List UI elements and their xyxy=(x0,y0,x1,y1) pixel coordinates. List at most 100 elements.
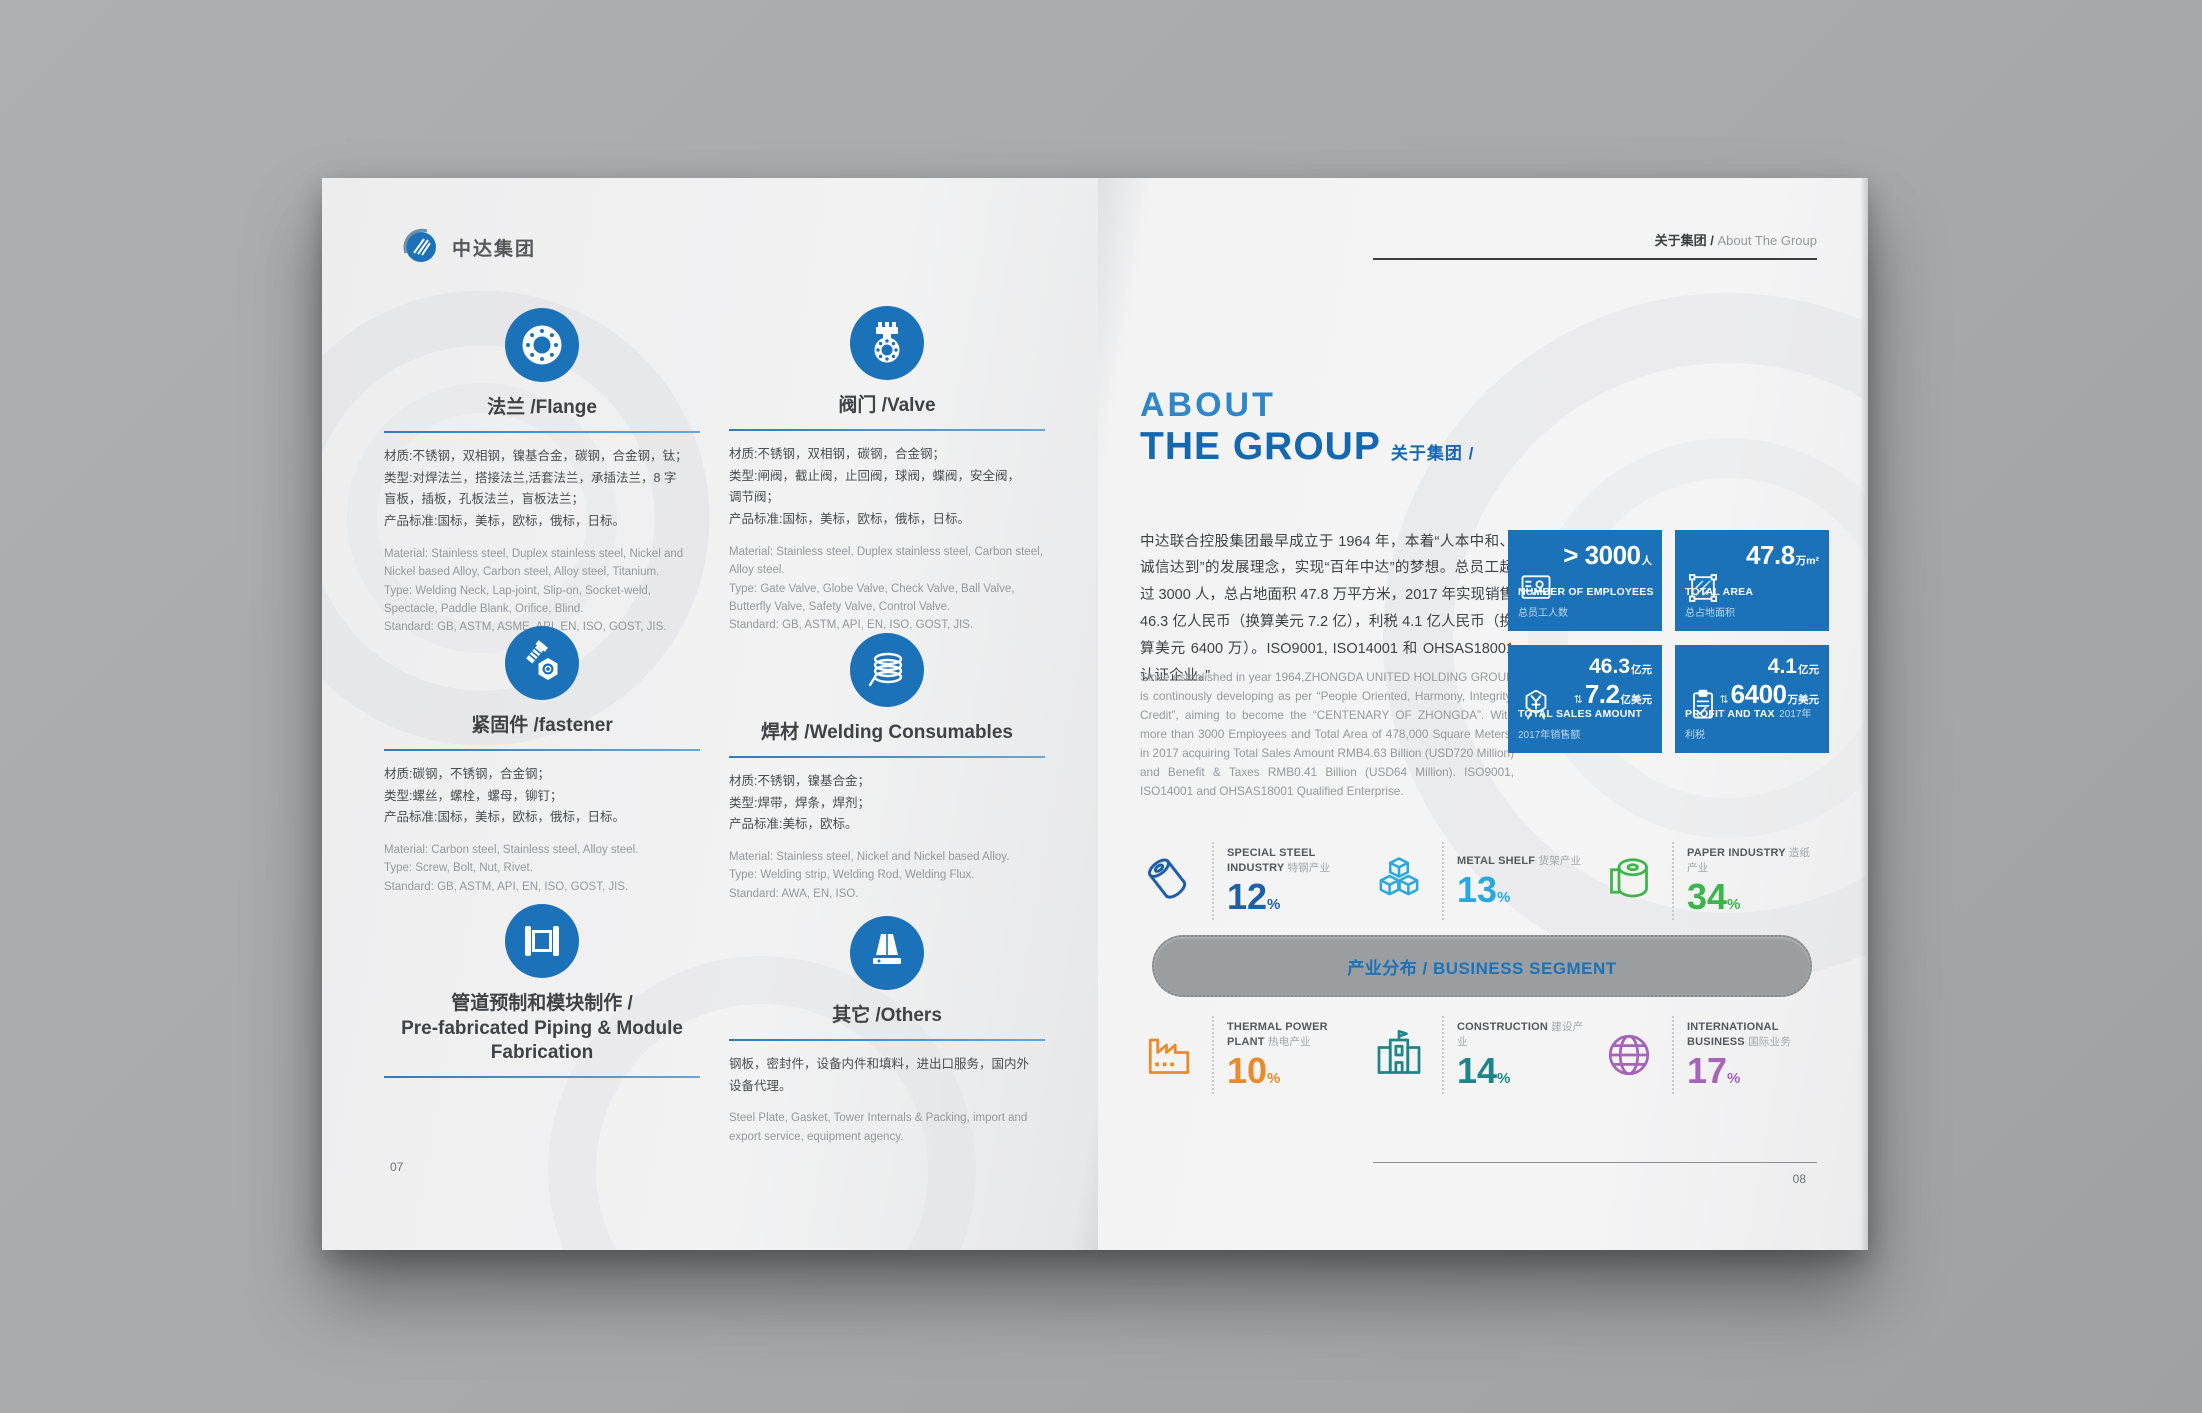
segment-name-en: CONSTRUCTION xyxy=(1457,1021,1549,1034)
segments-row-bottom: THERMAL POWER PLANT 热电产业 10% CONSTRUCTIO… xyxy=(1138,1016,1828,1094)
stat-value-usd: 7.2 xyxy=(1584,679,1620,709)
exchange-arrows-icon: ⇅ xyxy=(1719,694,1729,706)
section-title: 其它 /Others xyxy=(832,1005,942,1026)
cubes-icon xyxy=(1368,850,1430,912)
stat-label-en: PROFIT AND TAX xyxy=(1685,708,1775,721)
stat-value: 47.8 xyxy=(1746,540,1795,570)
percent-sign: % xyxy=(1267,1069,1281,1087)
exchange-arrows-icon: ⇅ xyxy=(1573,694,1583,706)
section-en-spec: Steel Plate, Gasket, Tower Internals & P… xyxy=(729,1112,1028,1143)
stat-label-en: TOTAL SALES AMOUNT xyxy=(1518,708,1642,721)
stat-label-zh: 2017年销售额 xyxy=(1518,730,1581,742)
segment-name-en: METAL SHELF xyxy=(1457,854,1536,867)
segment-name-zh: 建设产业 xyxy=(1457,1021,1584,1049)
steel-pipe-icon xyxy=(1138,850,1200,912)
business-segment-banner: 产业分布 / BUSINESS SEGMENT xyxy=(1152,935,1812,997)
percent-sign: % xyxy=(1267,895,1281,913)
segment-paper-industry: PAPER INDUSTRY 造纸产业 34% xyxy=(1598,842,1828,920)
section-cn-spec: 材质:不锈钢，双相钢，碳钢，合金钢； 类型:闸阀，截止阀，止回阀，球阀，蝶阀，安… xyxy=(729,446,1020,527)
section-en-spec: Material: Stainless steel, Duplex stainl… xyxy=(729,546,1043,631)
segment-percent-value: 10 xyxy=(1227,1049,1268,1091)
section-welding: 焊材 /Welding Consumables 材质:不锈钢，镍基合金； 类型:… xyxy=(729,633,1045,903)
area-plot-icon xyxy=(1685,570,1721,611)
segment-name-zh: 造纸产业 xyxy=(1687,847,1811,875)
section-divider xyxy=(384,1076,700,1079)
segment-construction: CONSTRUCTION 建设产业 14% xyxy=(1368,1016,1598,1094)
right-column: 阀门 /Valve 材质:不锈钢，双相钢，碳钢，合金钢； 类型:闸阀，截止阀，止… xyxy=(729,178,1045,1250)
intro-paragraph-zh: 中达联合控股集团最早成立于 1964 年，本着“人本中和、诚信达到”的发展理念，… xyxy=(1140,533,1514,685)
section-flange: 法兰 /Flange 材质:不锈钢，双相钢，镍基合金，碳钢，合金钢，钛； 类型:… xyxy=(384,308,700,636)
segment-name-en: PAPER INDUSTRY xyxy=(1687,847,1786,860)
segment-name-zh: 国际业务 xyxy=(1748,1036,1791,1049)
section-en-spec: Material: Stainless steel, Nickel and Ni… xyxy=(729,851,1010,900)
fastener-icon xyxy=(505,626,579,700)
section-cn-spec: 材质:不锈钢，镍基合金； 类型:焊带，焊条，焊剂； 产品标准:美标，欧标。 xyxy=(729,773,870,832)
page-number-left: 07 xyxy=(390,1160,404,1174)
percent-sign: % xyxy=(1727,895,1741,913)
percent-sign: % xyxy=(1497,888,1511,906)
section-en-spec: Material: Stainless steel, Duplex stainl… xyxy=(384,548,684,633)
segments-row-top: SPECIAL STEEL INDUSTRY 特钢产业 12% METAL SH… xyxy=(1138,842,1828,920)
segment-international: INTERNATIONAL BUSINESS 国际业务 17% xyxy=(1598,1016,1828,1094)
page-header-breadcrumb: 关于集团 / About The Group xyxy=(1373,230,1817,260)
segment-name-zh: 货架产业 xyxy=(1538,854,1582,867)
section-cn-spec: 材质:碳钢，不锈钢，合金钢； 类型:螺丝，螺栓，螺母，铆钉； 产品标准:国标，美… xyxy=(384,766,625,825)
segment-percent-value: 17 xyxy=(1687,1049,1728,1091)
section-divider xyxy=(729,755,1045,758)
stat-label-zh: 总占地面积 xyxy=(1685,608,1735,620)
section-divider xyxy=(384,748,700,751)
segment-name-en: SPECIAL STEEL INDUSTRY xyxy=(1227,847,1316,875)
paper-roll-icon xyxy=(1598,850,1660,912)
welding-coil-icon xyxy=(850,633,924,707)
section-cn-spec: 钢板，密封件，设备内件和填料，进出口服务，国内外 设备代理。 xyxy=(729,1056,1030,1093)
valve-icon xyxy=(850,306,924,380)
stat-unit-usd: 万美元 xyxy=(1787,694,1820,706)
page-number-right: 08 xyxy=(1792,1172,1806,1186)
segment-percent-value: 34 xyxy=(1687,875,1728,917)
page-right: 关于集团 / About The Group ABOUT THE GROUP 关于… xyxy=(1098,178,1868,1250)
page-title: ABOUT THE GROUP 关于集团 / xyxy=(1140,386,1474,470)
stat-total-sales: 46.3亿元 ⇅7.2亿美元 TOTAL SALES AMOUNT 2017年销… xyxy=(1508,645,1662,753)
business-segment-banner-label: 产业分布 / BUSINESS SEGMENT xyxy=(1347,958,1617,978)
stat-employees: > 3000人 NUMBER OF EMPLOYEES 总员工人数 xyxy=(1508,530,1662,631)
percent-sign: % xyxy=(1727,1069,1741,1087)
stats-grid: > 3000人 NUMBER OF EMPLOYEES 总员工人数 47.8万m²… xyxy=(1508,530,1829,753)
page-title-line2: THE GROUP xyxy=(1140,425,1381,468)
stat-unit-cny: 亿元 xyxy=(1631,664,1652,676)
intro-paragraph-en: Since established in year 1964,ZHONGDA U… xyxy=(1140,669,1514,799)
stat-label-zh: 总员工人数 xyxy=(1518,608,1568,620)
stat-value-cny: 4.1 xyxy=(1767,655,1797,678)
section-en-spec: Material: Carbon steel, Stainless steel,… xyxy=(384,844,639,893)
employees-card-icon xyxy=(1518,570,1554,611)
header-title-zh: 关于集团 / xyxy=(1654,233,1714,248)
section-title: 管道预制和模块制作 / Pre-fabricated Piping & Modu… xyxy=(401,993,683,1064)
section-title: 阀门 /Valve xyxy=(838,395,936,416)
stat-label-en: TOTAL AREA xyxy=(1685,586,1754,599)
sales-seal-icon xyxy=(1518,687,1554,728)
section-title: 焊材 /Welding Consumables xyxy=(761,722,1013,743)
logo-text: 中达集团 xyxy=(452,238,537,260)
segment-name-en: THERMAL POWER PLANT xyxy=(1227,1021,1328,1049)
segment-special-steel: SPECIAL STEEL INDUSTRY 特钢产业 12% xyxy=(1138,842,1368,920)
stat-unit: 人 xyxy=(1641,555,1653,567)
globe-icon xyxy=(1598,1024,1660,1086)
segment-percent-value: 12 xyxy=(1227,875,1268,917)
page-left: 中达集团 法兰 /Flange 材质:不锈钢，双相钢，镍基合金，碳钢，合金钢，钛… xyxy=(322,178,1098,1250)
left-column: 法兰 /Flange 材质:不锈钢，双相钢，镍基合金，碳钢，合金钢，钛； 类型:… xyxy=(384,178,700,1250)
section-piping: 管道预制和模块制作 / Pre-fabricated Piping & Modu… xyxy=(384,904,700,1079)
stat-unit: 万m² xyxy=(1795,555,1819,567)
profit-clipboard-icon xyxy=(1685,687,1721,728)
segment-name-zh: 热电产业 xyxy=(1267,1036,1311,1049)
stat-unit-cny: 亿元 xyxy=(1798,664,1819,676)
cooling-tower-icon xyxy=(850,916,924,990)
segment-thermal-power: THERMAL POWER PLANT 热电产业 10% xyxy=(1138,1016,1368,1094)
factory-icon xyxy=(1138,1024,1200,1086)
footer-rule xyxy=(1373,1162,1817,1163)
brochure-spread: 中达集团 法兰 /Flange 材质:不锈钢，双相钢，镍基合金，碳钢，合金钢，钛… xyxy=(322,178,1868,1250)
stat-label-zh: 2017年利税 xyxy=(1685,709,1812,742)
company-logo: 中达集团 xyxy=(400,226,536,268)
section-title: 法兰 /Flange xyxy=(487,397,597,418)
segment-name-zh: 特钢产业 xyxy=(1287,862,1331,875)
section-divider xyxy=(729,1038,1045,1041)
